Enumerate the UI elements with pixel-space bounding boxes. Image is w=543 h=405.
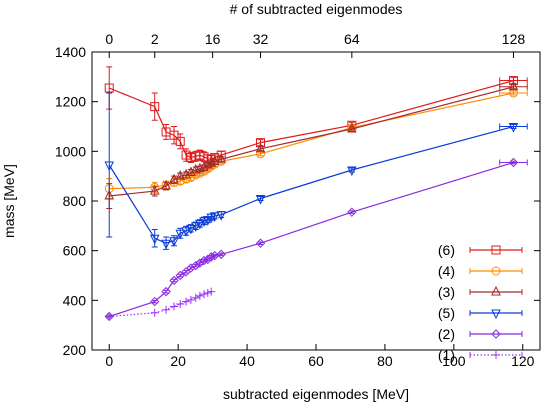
x2-tick-label: 0: [105, 31, 113, 47]
error-bar: [183, 271, 189, 273]
y-tick-label: 200: [63, 342, 87, 358]
x2-tick-label: 16: [205, 31, 221, 47]
plot-frame: [92, 52, 540, 350]
series-0: [105, 67, 527, 163]
axis-ticks: 0 20 40 60 80 100 120 200 400 600 800 1000 1200 1400 0…: [55, 31, 540, 369]
legend-label: (6): [438, 242, 455, 258]
data-point: [162, 306, 170, 314]
data-point: [204, 289, 212, 297]
legend-label: (5): [438, 305, 455, 321]
y-tick-label: 400: [63, 292, 87, 308]
y-axis-label: mass [MeV]: [1, 164, 17, 238]
y-tick-label: 1200: [55, 94, 86, 110]
y-tick-label: 1000: [55, 143, 86, 159]
data-point: [207, 288, 215, 296]
legend-marker: [492, 351, 500, 359]
data-point: [151, 309, 159, 317]
x-tick-label: 120: [511, 353, 535, 369]
series-3: [105, 93, 527, 249]
data-point: [187, 296, 195, 304]
x-tick-label: 80: [377, 353, 393, 369]
error-bar: [152, 93, 158, 120]
legend-marker: [492, 287, 500, 295]
legend-label: (2): [438, 326, 455, 342]
series-line: [109, 87, 513, 196]
legend: (6) (4) (3) (5) (2) (1): [438, 242, 522, 363]
y-tick-label: 1400: [55, 44, 86, 60]
data-point: [192, 294, 200, 302]
x-axis-label: subtracted eigenmodes [MeV]: [223, 386, 409, 402]
series-line: [109, 81, 513, 160]
series-line: [109, 93, 513, 189]
series-5: [105, 288, 215, 321]
x-error-bar: [500, 160, 528, 166]
error-bar: [163, 290, 169, 292]
error-bar: [171, 279, 177, 281]
x-tick-label: 0: [105, 353, 113, 369]
legend-label: (3): [438, 284, 455, 300]
series-2: [105, 82, 527, 209]
data-point: [105, 312, 113, 320]
y-tick-label: 600: [63, 243, 87, 259]
x2-tick-label: 128: [502, 31, 526, 47]
series-group: [105, 67, 527, 321]
x-tick-label: 40: [239, 353, 255, 369]
error-bar: [177, 274, 183, 276]
error-bar: [349, 211, 355, 213]
legend-label: (4): [438, 263, 455, 279]
legend-label: (1): [438, 347, 455, 363]
legend-marker: [492, 310, 500, 318]
data-point: [196, 292, 204, 300]
y-tick-label: 800: [63, 193, 87, 209]
x-tick-label: 20: [170, 353, 186, 369]
error-bar: [152, 300, 158, 302]
data-point: [200, 290, 208, 298]
x2-tick-label: 32: [253, 31, 269, 47]
x2-axis-label: # of subtracted eigenmodes: [230, 1, 403, 17]
x2-tick-label: 2: [151, 31, 159, 47]
x-tick-label: 60: [308, 353, 324, 369]
x2-tick-label: 64: [344, 31, 360, 47]
